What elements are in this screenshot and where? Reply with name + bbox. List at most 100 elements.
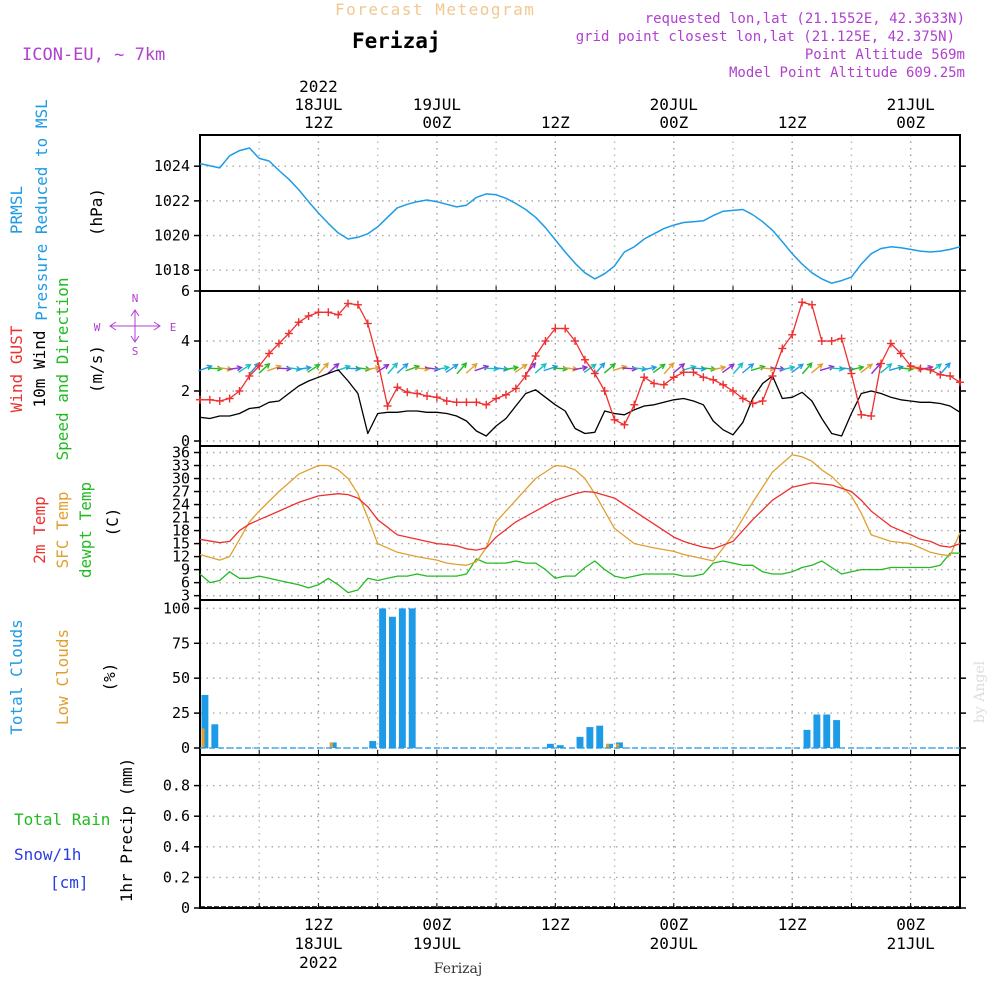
arrow-shaft — [940, 362, 951, 375]
wind-direction-arrow — [612, 364, 628, 372]
arrow-shaft — [760, 367, 775, 370]
arrow-shaft — [376, 364, 389, 373]
wind-direction-arrow — [732, 362, 744, 375]
arrow-shaft — [860, 363, 873, 374]
panel-frame — [199, 445, 961, 601]
top-time-label: 21JUL — [887, 95, 935, 114]
y-tick-label: 0 — [181, 432, 190, 450]
arrow-head — [897, 364, 905, 371]
y-tick-label: 6 — [181, 574, 190, 592]
compass-arrow-n — [130, 309, 140, 317]
arrow-head — [609, 362, 617, 369]
arrow-head — [402, 362, 409, 369]
y-tick-label: 0.4 — [163, 838, 190, 856]
sfc-temp-line — [199, 454, 961, 566]
wind-direction-arrow — [318, 362, 330, 375]
arrow-head — [383, 363, 390, 370]
gust-point — [906, 362, 915, 370]
gust-point — [462, 398, 471, 407]
y-tick-label: 33 — [172, 457, 190, 475]
arrow-head — [797, 363, 804, 370]
gust-point — [215, 397, 224, 405]
compass-w: W — [94, 321, 101, 334]
wind-direction-arrow — [711, 364, 727, 371]
y-tick-label: 1022 — [154, 192, 190, 210]
arrow-shaft — [258, 363, 270, 374]
2m-temp-line — [199, 482, 961, 551]
gust-point — [689, 368, 698, 377]
gust-point — [393, 383, 402, 392]
y-tick-label: 18 — [172, 522, 190, 540]
arrow-shaft — [207, 367, 222, 370]
arrow-shaft — [750, 365, 765, 372]
grid-layer — [200, 135, 960, 909]
gust-point — [896, 349, 905, 358]
arrow-shaft — [732, 362, 744, 375]
wind-direction-arrow — [642, 365, 658, 371]
compass-arrow-s — [130, 335, 140, 343]
y-tick-label: 4 — [181, 332, 190, 350]
bottom-time-label: 19JUL — [413, 934, 461, 953]
footer-location: Ferizaj — [434, 961, 482, 977]
gust-point — [817, 337, 826, 345]
total-cloud-bar — [833, 720, 841, 749]
wind-direction-arrow — [750, 364, 766, 372]
gust-point — [620, 420, 629, 429]
arrow-shaft — [249, 362, 260, 375]
bottom-time-label: 20JUL — [650, 934, 698, 953]
arrow-shaft — [929, 363, 942, 374]
arrow-head — [461, 362, 468, 369]
wind-direction-arrow — [296, 365, 313, 372]
wind-direction-arrow — [741, 363, 755, 374]
bottom-time-label: 21JUL — [887, 934, 935, 953]
low-cloud-bar — [606, 743, 610, 749]
arrow-shaft — [434, 366, 449, 371]
arrow-head — [828, 364, 835, 371]
arrow-shaft — [227, 366, 242, 371]
wind-direction-arrow — [387, 362, 399, 375]
wind-direction-arrow — [534, 362, 547, 374]
arrow-shaft — [691, 367, 706, 370]
gust-point — [531, 352, 540, 360]
arrow-head — [540, 362, 547, 369]
total-cloud-bar — [823, 714, 831, 749]
total-cloud-bar — [586, 727, 594, 749]
10m-wind-line — [199, 369, 961, 437]
gust-point — [284, 329, 293, 338]
prmsl-line — [199, 147, 961, 284]
arrow-shaft — [465, 363, 478, 374]
total-cloud-bar — [596, 725, 604, 749]
dewpt-temp-line — [199, 552, 960, 594]
arrow-shaft — [456, 362, 467, 375]
wind-direction-arrow — [652, 363, 666, 374]
gust-point — [580, 355, 589, 364]
total-cloud-bar — [379, 608, 387, 749]
arrow-shaft — [652, 363, 666, 374]
gust-point — [363, 319, 372, 328]
low-cloud-bar — [329, 742, 333, 749]
requested-coords: requested lon,lat (21.1552E, 42.3633N) — [645, 11, 965, 27]
arrow-head — [886, 363, 893, 369]
arrow-shaft — [741, 363, 754, 374]
gust-point — [640, 373, 649, 382]
gust-point — [669, 373, 678, 382]
arrow-shaft — [514, 363, 527, 374]
arrow-shaft — [307, 364, 320, 373]
arrow-shaft — [396, 363, 409, 374]
arrow-head — [668, 362, 675, 369]
total-cloud-bar — [616, 742, 623, 749]
gust-point — [936, 370, 945, 379]
wind-direction-arrow — [238, 363, 252, 373]
y-tick-label: 12 — [172, 548, 190, 566]
gust-point — [610, 415, 619, 424]
gust-point — [403, 388, 412, 397]
arrow-head — [323, 362, 330, 369]
temp-sfc-label: SFC Temp — [53, 491, 72, 568]
top-time-label: 19JUL — [413, 95, 461, 114]
gust-point — [679, 368, 688, 377]
arrow-shaft — [327, 363, 339, 374]
gust-point — [265, 349, 274, 358]
compass-s: S — [132, 345, 139, 358]
wind-direction-arrow — [888, 364, 905, 372]
arrow-shaft — [594, 362, 605, 375]
